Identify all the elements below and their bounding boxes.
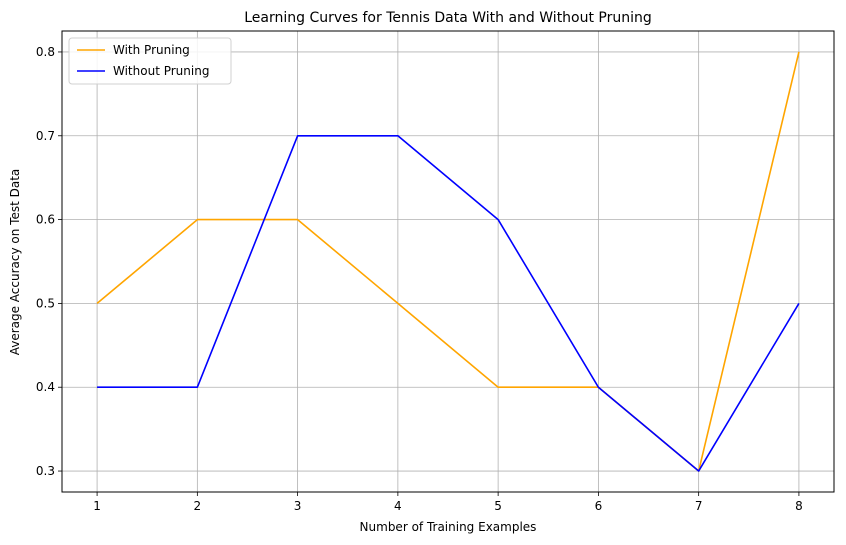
legend-label: Without Pruning [113, 64, 209, 78]
series-line-with-pruning [96, 51, 800, 472]
x-axis-label: Number of Training Examples [360, 520, 537, 534]
x-tick-label: 5 [494, 499, 502, 513]
x-tick-label: 8 [795, 499, 803, 513]
plot-area-frame [61, 30, 835, 493]
y-tick-label: 0.8 [36, 45, 55, 59]
y-axis-label: Average Accuracy on Test Data [8, 169, 22, 356]
x-tick-label: 2 [194, 499, 202, 513]
x-tick-label: 6 [595, 499, 603, 513]
x-tick-label: 7 [695, 499, 703, 513]
legend: With Pruning Without Pruning [68, 37, 232, 85]
axis-ticks: 1 2 3 4 5 6 7 8 0.3 0.4 0.5 0.6 0.7 0.8 [36, 45, 803, 513]
y-tick-label: 0.3 [36, 464, 55, 478]
y-tick-label: 0.7 [36, 129, 55, 143]
legend-box [68, 37, 232, 85]
chart-title: Learning Curves for Tennis Data With and… [244, 10, 652, 26]
series-line-without-pruning [97, 134, 800, 472]
x-tick-label: 4 [394, 499, 402, 513]
x-tick-label: 3 [294, 499, 302, 513]
legend-label: With Pruning [113, 43, 190, 57]
y-tick-label: 0.6 [36, 213, 55, 227]
x-tick-label: 1 [93, 499, 101, 513]
y-tick-label: 0.4 [36, 380, 55, 394]
y-tick-label: 0.5 [36, 296, 55, 310]
grid-lines [62, 31, 834, 492]
series-lines [96, 51, 800, 472]
